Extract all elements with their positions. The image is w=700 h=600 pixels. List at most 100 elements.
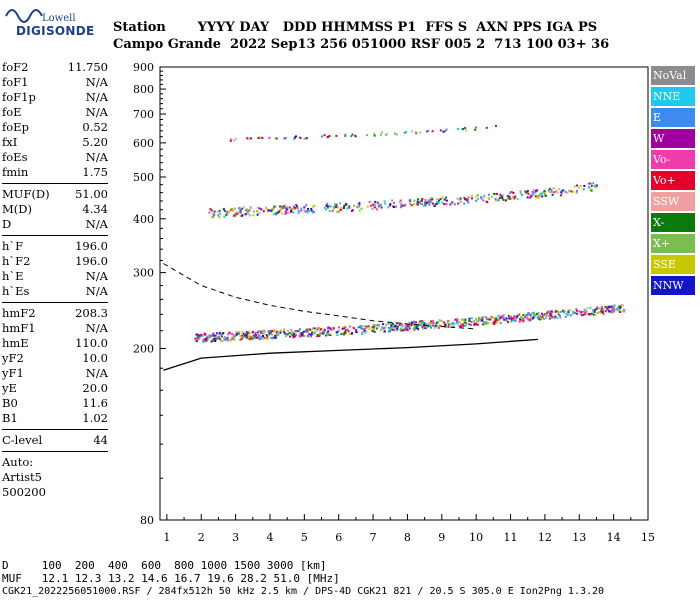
echo-point [254,335,257,338]
echo-point [562,189,565,192]
echo-point [512,195,515,198]
echo-point [470,317,473,320]
x-tick-label: 3 [232,531,239,544]
echo-point [424,201,427,204]
echo-point [258,207,261,210]
echo-point [405,326,408,329]
echo-point [300,209,303,212]
echo-point [332,206,335,208]
echo-point [256,336,259,339]
echo-point [548,317,551,320]
x-tick-label: 4 [266,531,273,544]
echo-point [522,314,525,317]
echo-point [543,189,546,192]
echo-point [346,328,349,331]
echo-point [549,191,551,194]
echo-point [537,196,539,198]
echo-point [384,133,387,136]
echo-point [532,316,535,319]
echo-point [238,331,241,334]
echo-point [351,133,354,136]
echo-point [230,339,233,342]
echo-point [344,133,347,136]
echo-point [218,338,221,340]
echo-point [295,207,298,210]
echo-point [433,205,436,207]
echo-point [416,200,419,203]
echo-point [326,334,329,337]
echo-point [333,203,336,206]
echo-point [560,191,563,194]
echo-point [348,332,351,335]
echo-point [459,322,462,325]
echo-point [316,328,319,331]
echo-point [498,197,501,200]
echo-point [199,336,202,339]
echo-point [594,313,597,316]
echo-point [496,321,498,324]
param-row: foF1p N/A [2,90,108,105]
echo-point [416,203,419,206]
echo-point [411,130,414,133]
param-name: fxI [2,135,18,149]
echo-point [214,336,217,339]
echo-point [473,322,476,325]
echo-point [292,211,295,214]
echo-point [373,205,375,208]
echo-point [332,327,335,330]
echo-point [608,310,611,313]
echo-point [464,319,466,321]
echo-point [569,314,572,317]
echo-point [379,203,382,206]
echo-point [421,320,423,323]
echo-point [365,330,368,333]
echo-point [576,189,578,192]
echo-point [393,206,395,209]
echo-point [400,326,403,329]
echo-point [613,310,615,313]
echo-point [530,316,533,319]
echo-point [592,309,594,311]
echo-point [421,327,424,330]
echo-point [506,197,509,200]
echo-point [304,210,307,213]
echo-point [305,328,308,331]
echo-point [336,334,339,336]
echo-point [335,204,338,207]
echo-point [408,327,411,330]
param-value: 11.6 [82,396,108,410]
echo-point [258,334,261,337]
echo-point [437,325,440,328]
echo-point [433,326,436,329]
param-name: foEp [2,120,29,134]
echo-point [280,212,283,215]
echo-point [233,334,236,337]
echo-point [204,332,207,335]
echo-point [260,208,263,211]
param-name: C-level [2,433,43,447]
echo-point [570,190,573,193]
echo-point [209,208,212,211]
echo-point [219,339,222,342]
echo-point [227,333,230,336]
echo-point [378,324,381,327]
echo-point [544,313,547,315]
echo-point [307,207,309,210]
echo-point [507,321,510,323]
echo-point [323,206,326,209]
echo-point [218,212,221,215]
echo-point [375,327,378,330]
echo-point [556,316,559,319]
parameter-panel: foF2 11.750 foF1 N/A foF1p N/A foE N/A foEp 0… [2,60,108,500]
echo-point [268,136,271,139]
x-tick-label: 5 [301,531,308,544]
echo-point [323,134,326,137]
echo-point [482,196,485,199]
echo-point [296,205,299,208]
echo-point [289,207,292,210]
echo-point [457,128,459,130]
echo-point [213,210,216,213]
echo-point [326,331,329,334]
param-value: 196.0 [75,254,108,268]
echo-point [197,336,200,339]
